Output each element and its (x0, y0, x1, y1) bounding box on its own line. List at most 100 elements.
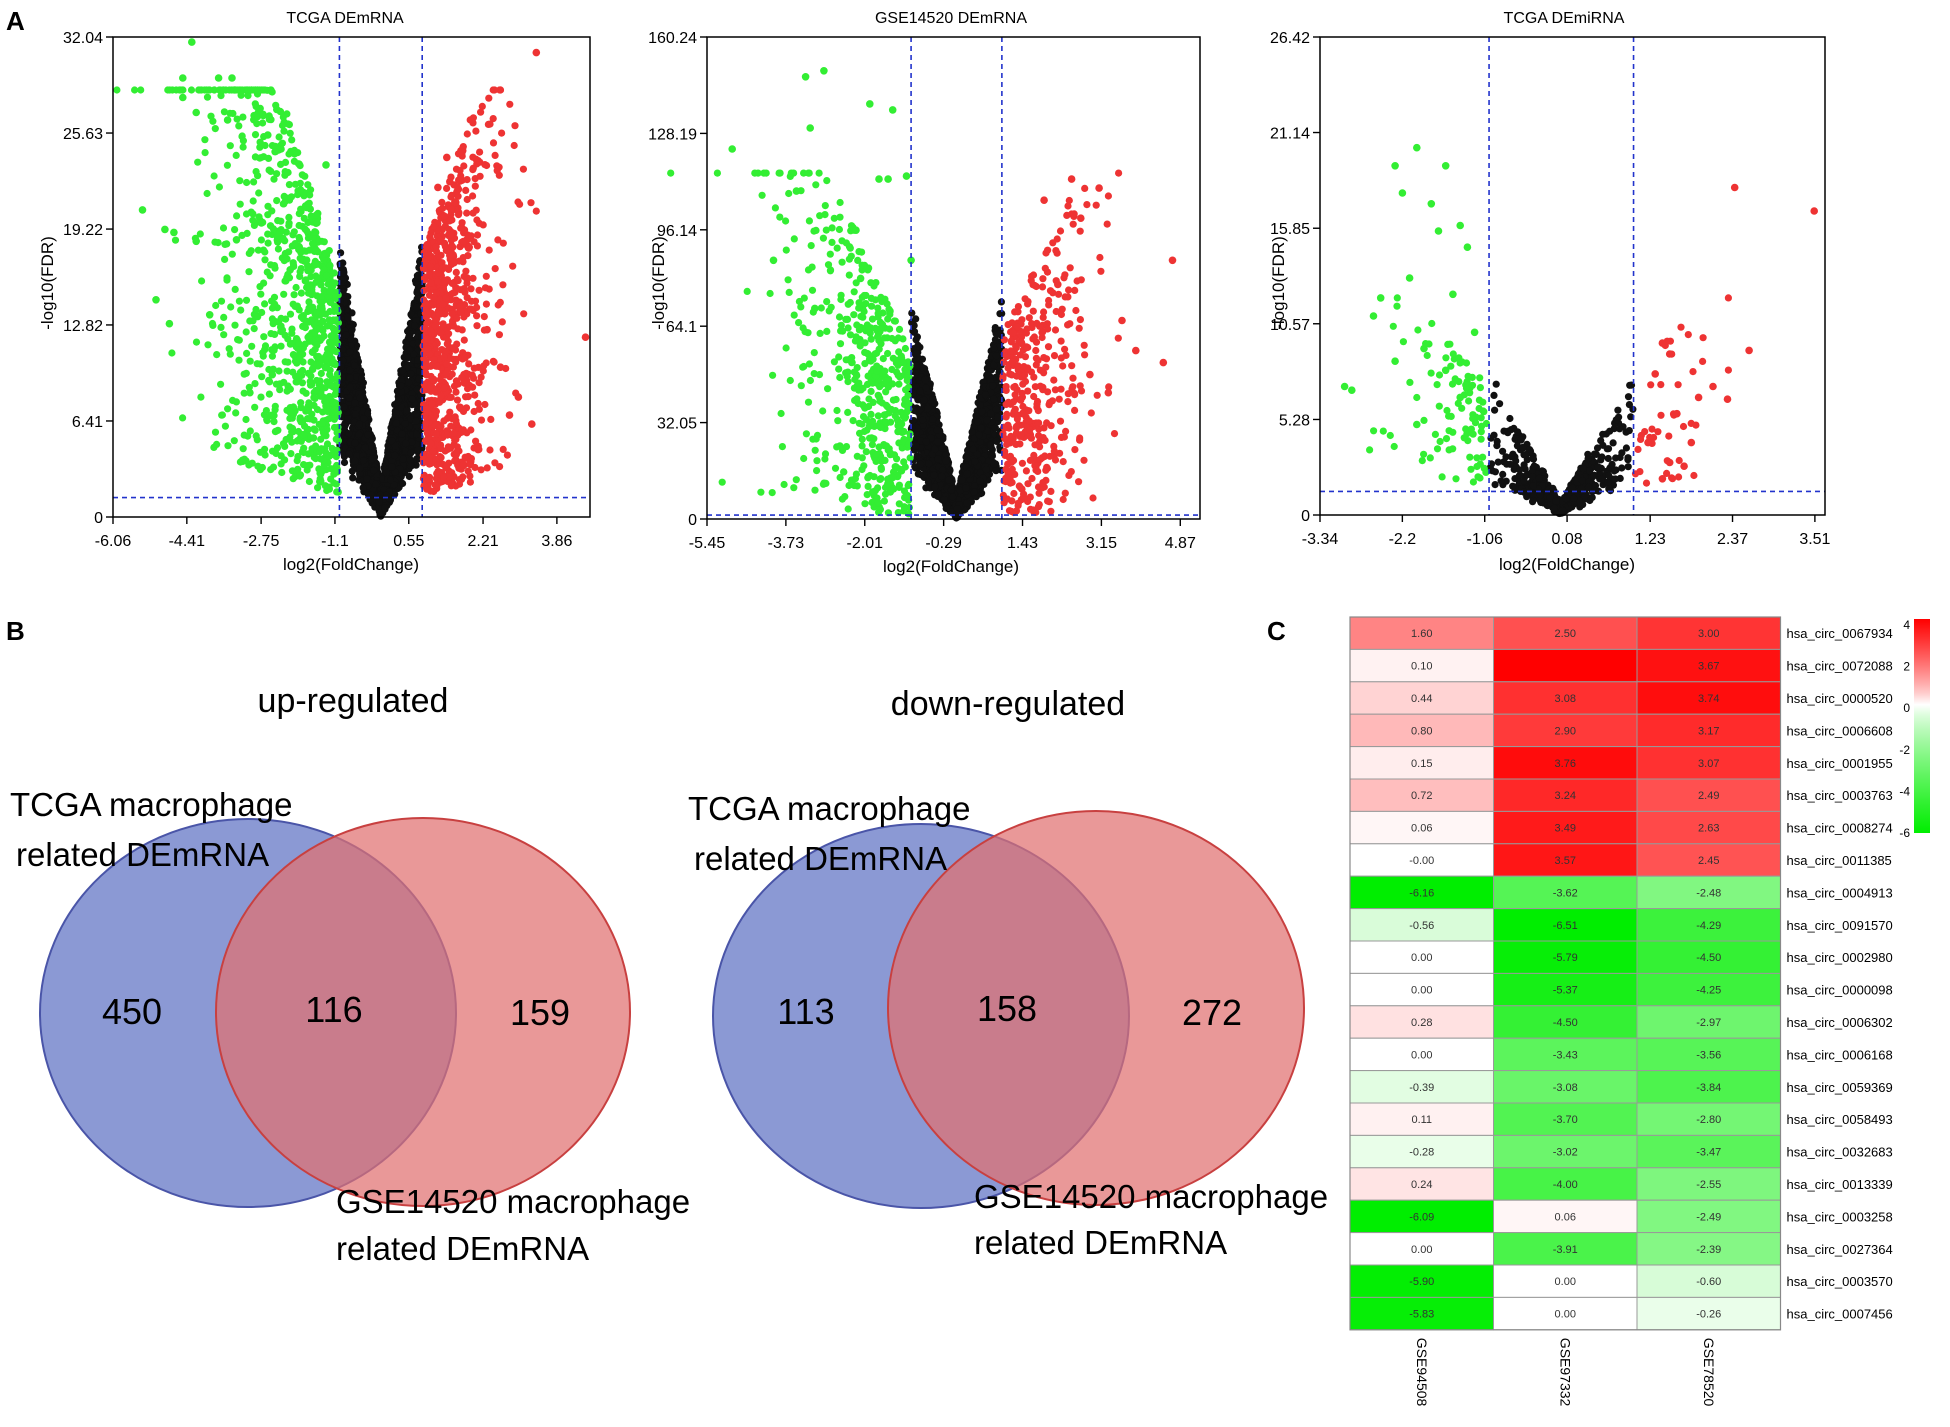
point-ns (364, 431, 372, 439)
point-up (499, 239, 507, 247)
point-up (430, 356, 438, 364)
point-up (427, 279, 435, 287)
point-ns (392, 419, 400, 427)
point-up (471, 182, 479, 190)
point-down (271, 402, 279, 410)
point-down (215, 183, 223, 191)
point-up (468, 371, 476, 379)
point-down (239, 113, 247, 121)
point-down (328, 375, 337, 383)
point-up (462, 186, 470, 194)
point-down (318, 334, 326, 342)
point-up (424, 408, 432, 417)
point-down (296, 354, 304, 362)
point-down (257, 393, 265, 401)
point-down (218, 411, 226, 419)
point-up (445, 444, 453, 452)
point-up (482, 272, 490, 280)
x-tick-label: -1.1 (321, 533, 349, 550)
point-down (323, 407, 331, 415)
point-down (211, 428, 220, 436)
point-down (209, 117, 217, 125)
point-down (231, 321, 239, 329)
point-ns (355, 430, 363, 439)
point-up (440, 417, 448, 425)
point-down (259, 111, 268, 120)
point-up (426, 233, 434, 241)
point-up (425, 457, 433, 465)
x-tick-label: -4.41 (169, 533, 206, 550)
point-down (232, 398, 240, 406)
point-down (323, 322, 331, 330)
point-down (297, 248, 305, 256)
point-up (464, 393, 472, 401)
point-up (470, 364, 478, 372)
point-up (474, 399, 482, 408)
point-ns (397, 382, 405, 390)
point-down (273, 105, 281, 114)
point-ns (413, 385, 421, 394)
point-down (280, 257, 288, 265)
point-ns (345, 450, 353, 458)
point-up (455, 176, 463, 184)
point-down (280, 290, 288, 298)
point-ns (345, 430, 353, 438)
point-down (273, 197, 281, 205)
point-down (205, 311, 214, 319)
point-up (442, 370, 450, 378)
point-up (454, 380, 462, 388)
point-down (323, 350, 331, 358)
point-up (425, 475, 433, 483)
point-down (257, 219, 265, 227)
point-down (322, 161, 330, 169)
point-up (428, 400, 436, 408)
point-ns (342, 331, 350, 339)
point-down (293, 457, 301, 465)
point-up (446, 178, 454, 186)
point-down (299, 387, 307, 395)
point-down (256, 138, 264, 146)
point-down (317, 281, 325, 289)
point-ns (405, 379, 413, 387)
point-down (249, 197, 257, 205)
point-down (261, 248, 269, 256)
point-down (306, 461, 314, 469)
x-axis-label: log2(FoldChange) (283, 555, 419, 574)
point-down (287, 450, 295, 458)
y-tick-label: 64.1 (666, 319, 697, 336)
point-down (280, 378, 288, 386)
point-down (312, 260, 320, 269)
point-up (491, 459, 499, 467)
point-ns (388, 463, 396, 471)
point-down (270, 346, 278, 354)
point-down (277, 322, 285, 330)
point-up (503, 451, 511, 459)
point-up (432, 430, 440, 438)
point-up (450, 429, 458, 437)
point-down (219, 86, 227, 94)
point-up (423, 335, 431, 343)
point-up (443, 431, 451, 439)
point-down (242, 415, 250, 424)
point-down (302, 276, 310, 284)
point-down (326, 307, 334, 316)
point-down (273, 233, 281, 241)
point-down (295, 339, 303, 347)
point-ns (340, 403, 348, 411)
point-down (295, 221, 303, 230)
point-up (443, 153, 451, 162)
point-down (243, 349, 251, 357)
point-down (306, 191, 314, 199)
point-down (327, 382, 335, 390)
point-down (203, 93, 212, 101)
point-down (258, 373, 266, 381)
x-tick-label: 0.55 (393, 533, 424, 550)
point-up (422, 419, 430, 427)
point-down (261, 300, 269, 308)
point-up (532, 207, 540, 215)
point-down (290, 291, 298, 299)
point-ns (381, 504, 389, 512)
point-down (214, 74, 223, 82)
point-down (311, 394, 319, 402)
point-down (277, 160, 285, 168)
